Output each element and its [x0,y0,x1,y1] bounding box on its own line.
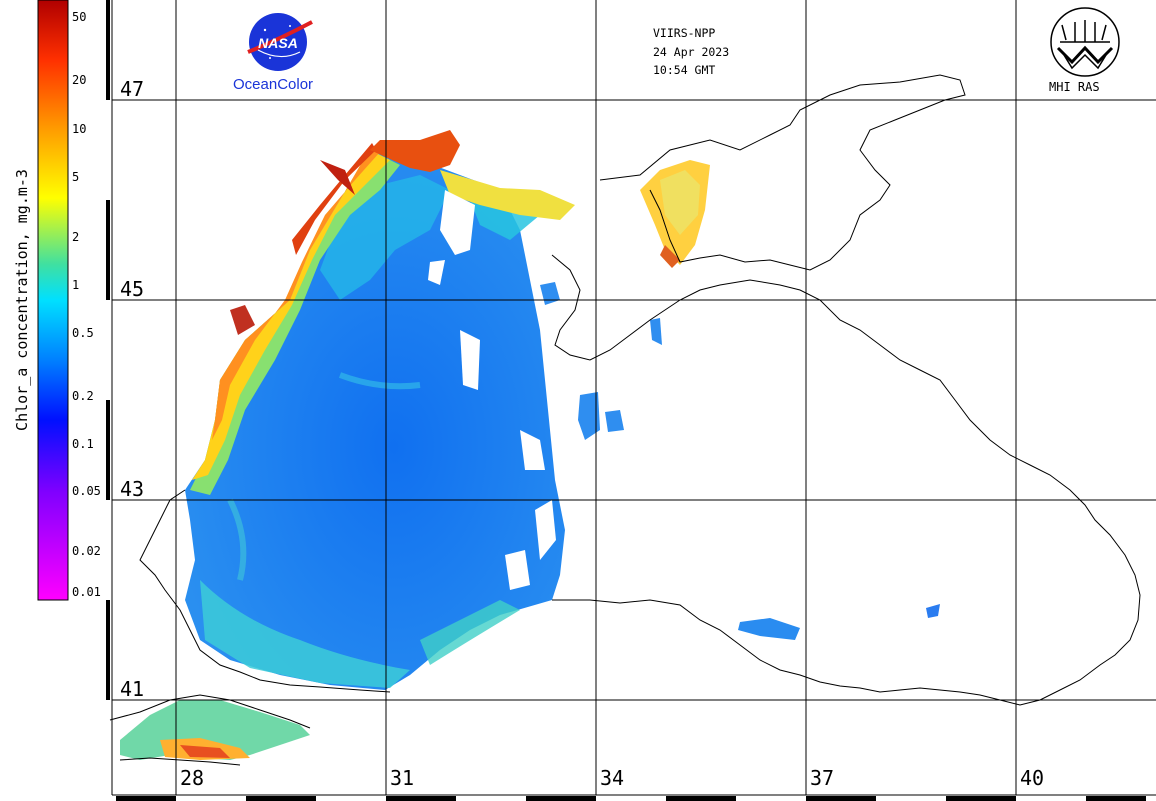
latitude-label: 43 [118,477,147,501]
sensor-name: VIIRS-NPP [653,26,716,40]
colorbar-tick: 0.1 [72,437,94,451]
black-sea-chlorophyll [120,130,940,760]
colorbar-tick: 0.2 [72,389,94,403]
colorbar-tick: 0.05 [72,484,101,498]
colorbar-tick: 1 [72,278,80,292]
svg-text:NASA: NASA [258,35,298,51]
nasa-oceancolor-label: OceanColor [233,76,314,93]
longitude-label: 34 [598,766,627,790]
colorbar-tick: 20 [72,73,87,87]
colorbar [37,0,69,601]
nasa-logo: NASA [247,13,313,71]
satellite-info: VIIRS-NPP 24 Apr 2023 10:54 GMT [653,24,729,80]
colorbar-tick: 50 [72,10,87,24]
latitude-scale-bar [106,0,113,795]
colorbar-tick: 0.5 [72,326,94,340]
colorbar-tick: 2 [72,230,80,244]
longitude-scale-bar [112,794,1156,801]
longitude-label: 40 [1018,766,1047,790]
latitude-label: 47 [118,77,147,101]
mhi-ras-logo [1050,7,1120,77]
colorbar-tick: 5 [72,170,80,184]
grid-lines [112,0,1156,795]
colorbar-tick: 0.01 [72,585,101,599]
colorbar-tick: 10 [72,122,87,136]
longitude-label: 37 [808,766,837,790]
longitude-label: 28 [178,766,207,790]
mhi-ras-label: MHI RAS [1049,80,1100,94]
acquisition-date: 24 Apr 2023 [653,44,730,59]
acquisition-time: 10:54 GMT [653,63,716,77]
colorbar-tick: 0.02 [72,544,101,558]
latitude-label: 41 [118,677,147,701]
latitude-label: 45 [118,277,147,301]
longitude-label: 31 [388,766,417,790]
